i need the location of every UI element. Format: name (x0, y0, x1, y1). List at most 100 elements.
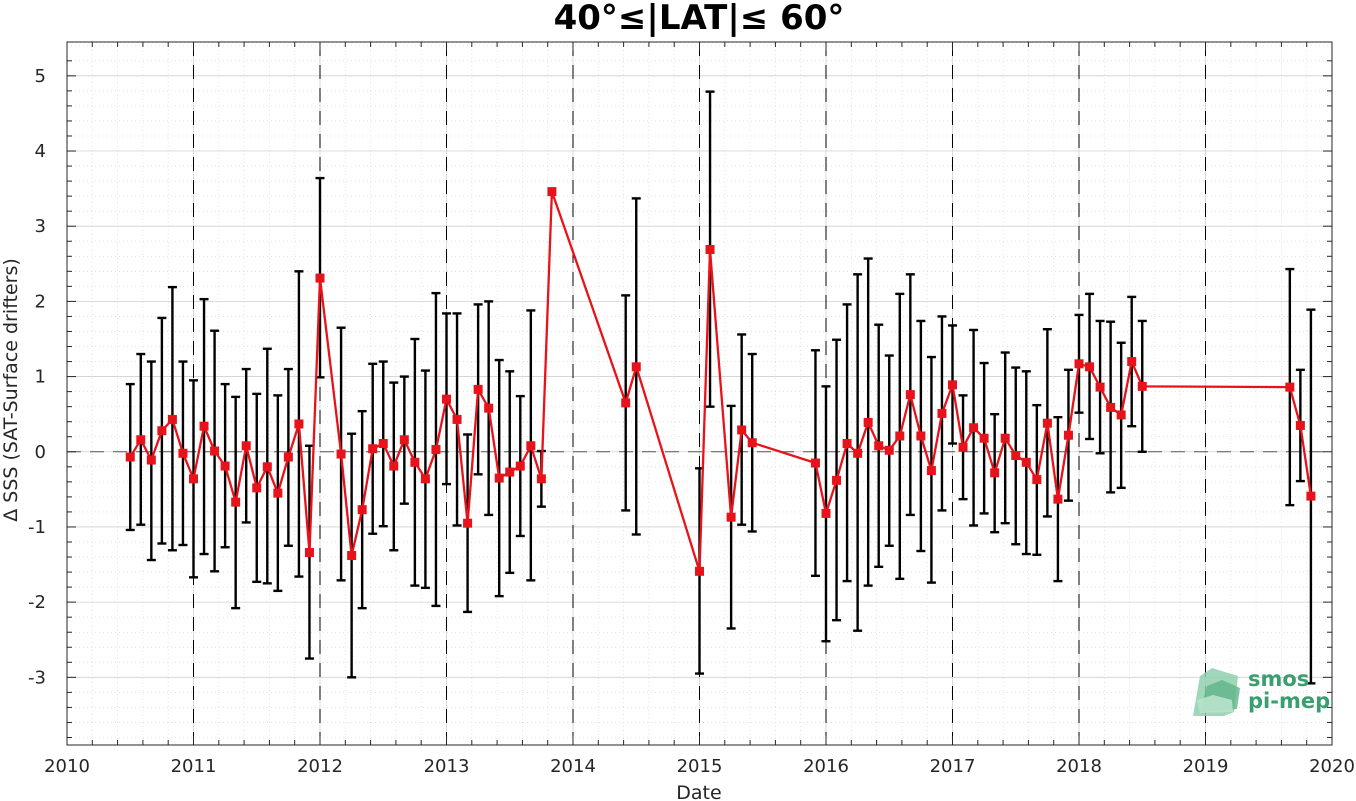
data-point-marker (484, 403, 494, 413)
data-point-marker (431, 445, 441, 455)
y-axis-tick-labels: -3 -2 -1 0 1 2 3 4 5 (28, 66, 46, 688)
data-point-marker (926, 466, 936, 476)
data-point-marker (473, 384, 483, 394)
data-point-marker (990, 468, 1000, 478)
data-point-marker (515, 461, 525, 471)
x-tick-label: 2015 (677, 756, 723, 777)
data-point-marker (1306, 491, 1316, 501)
data-point-marker (494, 473, 504, 483)
data-point-marker (262, 462, 272, 472)
data-point-marker (1011, 451, 1021, 461)
x-tick-label: 2017 (930, 756, 976, 777)
data-point-marker (378, 438, 388, 448)
data-point-marker (842, 438, 852, 448)
axis-ticks (66, 42, 1333, 745)
x-tick-label: 2010 (44, 756, 90, 777)
data-point-marker (1295, 420, 1305, 430)
data-point-marker (737, 425, 747, 435)
data-point-marker (536, 474, 546, 484)
data-point-marker (979, 433, 989, 443)
data-point-marker (283, 452, 293, 462)
data-point-marker (853, 448, 863, 458)
data-point-marker (210, 446, 220, 456)
data-point-marker (347, 551, 357, 561)
data-point-marker (526, 441, 536, 451)
data-point-marker (241, 441, 251, 451)
data-point-marker (874, 441, 884, 451)
data-point-marker (1127, 357, 1137, 367)
data-point-marker (1085, 362, 1095, 372)
x-tick-label: 2011 (171, 756, 217, 777)
x-tick-label: 2012 (297, 756, 343, 777)
data-point-marker (273, 488, 283, 498)
x-tick-label: 2019 (1183, 756, 1229, 777)
data-point-marker (747, 438, 757, 448)
data-point-marker (958, 442, 968, 452)
data-point-marker (136, 435, 146, 445)
data-point-marker (220, 461, 230, 471)
series-line (129, 190, 1313, 573)
data-point-marker (452, 414, 462, 424)
data-point-marker (1053, 494, 1063, 504)
data-point-marker (821, 508, 831, 518)
data-point-marker (969, 423, 979, 433)
y-tick-label: 0 (35, 442, 46, 463)
data-point-marker (315, 273, 325, 283)
data-point-marker (621, 398, 631, 408)
data-point-marker (167, 414, 177, 424)
data-point-marker (916, 431, 926, 441)
y-tick-label: -2 (28, 592, 46, 613)
data-point-marker (252, 483, 262, 493)
logo-text-pi-mep: pi-mep (1248, 689, 1330, 713)
data-point-marker (294, 419, 304, 429)
data-point-marker (705, 245, 715, 255)
y-tick-label: -3 (28, 667, 46, 688)
data-point-marker (125, 452, 135, 462)
data-point-marker (905, 390, 915, 400)
data-point-marker (863, 417, 873, 427)
data-point-marker (231, 497, 241, 507)
data-point-marker (1000, 433, 1010, 443)
y-tick-label: 1 (35, 367, 46, 388)
data-point-marker (336, 449, 346, 459)
y-tick-label: 4 (35, 141, 46, 162)
data-point-marker (1095, 382, 1105, 392)
data-point-marker (420, 474, 430, 484)
series-markers (125, 187, 1316, 576)
y-tick-label: 2 (35, 291, 46, 312)
data-point-marker (178, 448, 188, 458)
data-point-marker (810, 458, 820, 468)
data-point-marker (505, 467, 515, 477)
data-point-marker (895, 431, 905, 441)
x-tick-label: 2013 (424, 756, 470, 777)
x-tick-label: 2018 (1056, 756, 1102, 777)
logo-text-smos: smos (1248, 667, 1309, 691)
data-point-marker (695, 566, 704, 576)
data-point-marker (1063, 430, 1073, 440)
data-point-marker (368, 444, 378, 454)
y-tick-label: -1 (28, 517, 46, 538)
data-point-marker (399, 435, 409, 445)
data-point-marker (1106, 402, 1116, 412)
data-point-marker (832, 475, 842, 485)
data-point-marker (547, 187, 557, 197)
data-point-marker (146, 455, 156, 465)
data-point-marker (937, 408, 947, 418)
y-tick-label: 5 (35, 66, 46, 87)
data-point-marker (1032, 475, 1042, 485)
data-point-marker (1116, 410, 1126, 420)
data-point-marker (1042, 418, 1052, 428)
x-tick-label: 2016 (803, 756, 849, 777)
y-tick-label: 3 (35, 216, 46, 237)
x-tick-label: 2014 (550, 756, 596, 777)
data-point-marker (389, 461, 399, 471)
data-point-marker (884, 445, 894, 455)
data-point-marker (157, 426, 167, 436)
x-tick-label: 2020 (1309, 756, 1355, 777)
chart-title: 40°≤|LAT|≤ 60° (554, 0, 845, 38)
data-point-marker (199, 421, 209, 431)
data-point-marker (726, 512, 736, 522)
data-point-marker (357, 505, 367, 515)
smos-pi-mep-logo: smos pi-mep (1193, 667, 1330, 716)
